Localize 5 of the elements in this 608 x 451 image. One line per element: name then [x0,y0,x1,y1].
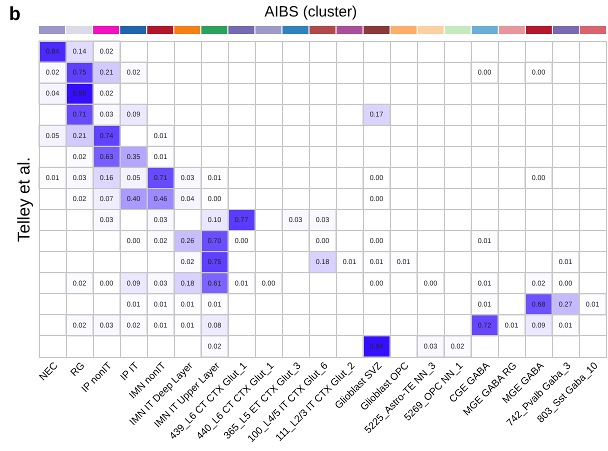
chart-title: AIBS (cluster) [264,4,358,20]
y-axis-title: Telley et al. [14,156,34,242]
x-tick-label: RG [68,360,88,379]
x-tick-label: IP IT [118,360,142,384]
text: b [9,4,21,26]
